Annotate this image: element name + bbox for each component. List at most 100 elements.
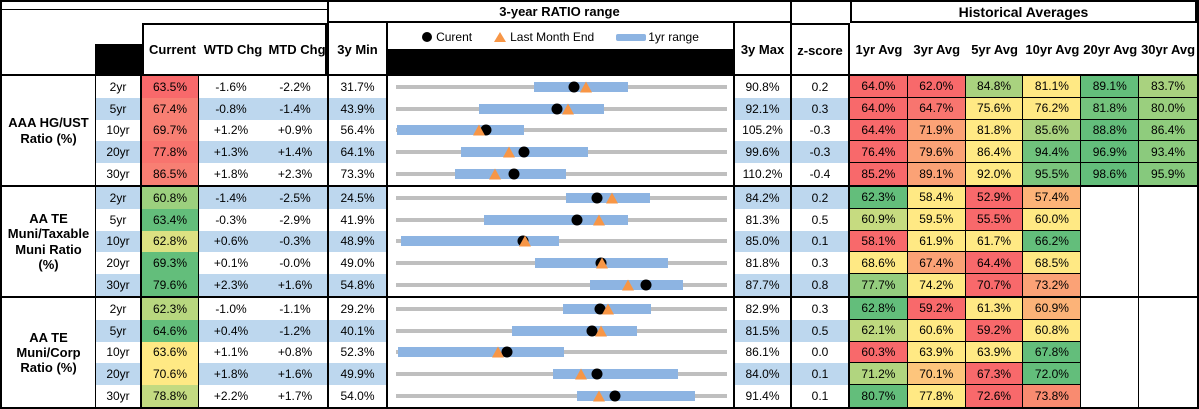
3y-max-cell: 86.1% xyxy=(735,341,792,364)
current-cell: 78.8% xyxy=(142,385,199,407)
zscore-cell: 0.0 xyxy=(792,341,850,364)
col-header-current: Current xyxy=(149,42,196,57)
range-chart-cell xyxy=(388,141,735,164)
table-header: 3-year RATIO range Historical Averages C… xyxy=(2,2,1197,76)
table-row: 5yr 64.6% +0.4% -1.2% 40.1% 81.5% 0.5 62.1% 60.6… xyxy=(95,319,1197,342)
last-month-marker xyxy=(488,168,501,180)
tenor-cell: 5yr xyxy=(95,97,142,120)
header-top-left-spacer xyxy=(2,2,327,23)
tenor-cell: 30yr xyxy=(95,385,142,407)
table-row: 2yr 63.5% -1.6% -2.2% 31.7% 90.8% 0.2 64.0% 62.0… xyxy=(95,76,1197,98)
current-cell: 86.5% xyxy=(142,163,199,185)
range-chart-cell xyxy=(388,163,735,185)
hist-avg-cell: 59.5% xyxy=(907,208,966,231)
hist-avg-cell xyxy=(1081,363,1140,386)
3y-max-cell: 91.4% xyxy=(735,385,792,407)
range-chart-cell xyxy=(388,385,735,407)
table-row: 10yr 62.8% +0.6% -0.3% 48.9% 85.0% 0.1 58.1% 61.… xyxy=(95,230,1197,253)
chart-legend-cell: Curent Last Month End 1yr range xyxy=(388,23,735,76)
group-label: AAA HG/UST Ratio (%) xyxy=(2,76,95,185)
hist-avg-cell: 68.6% xyxy=(850,252,908,275)
zscore-cell: -0.3 xyxy=(792,119,850,142)
tenor-cell: 10yr xyxy=(95,341,142,364)
3y-min-cell: 43.9% xyxy=(327,97,388,120)
hist-avg-cell: 85.6% xyxy=(1023,119,1082,142)
wtd-chg-cell: -1.6% xyxy=(215,79,247,94)
current-cell: 79.6% xyxy=(142,274,199,296)
legend-last-month: Last Month End xyxy=(494,30,594,44)
current-cell: 64.6% xyxy=(142,319,199,342)
col-header-10yr-avg: 10yr Avg xyxy=(1025,42,1080,57)
hist-avg-cell: 77.8% xyxy=(907,385,966,407)
3y-range-track xyxy=(396,279,727,291)
current-cell: 69.7% xyxy=(142,119,199,142)
3y-min-cell: 64.1% xyxy=(327,141,388,164)
tenor-header-black-cell xyxy=(95,23,142,76)
hist-avg-cell: 73.8% xyxy=(1023,385,1082,407)
3y-max-cell: 85.0% xyxy=(735,230,792,253)
zscore-cell: -0.4 xyxy=(792,163,850,185)
hist-avg-cell: 70.1% xyxy=(907,363,966,386)
hist-avg-cell: 92.0% xyxy=(965,163,1024,185)
tenor-cell: 20yr xyxy=(95,141,142,164)
3y-range-track xyxy=(396,390,727,402)
hist-avg-cell xyxy=(1139,363,1197,385)
tenor-cell: 2yr xyxy=(95,298,142,320)
hist-avg-cell xyxy=(1081,385,1140,407)
hist-avg-cell: 80.7% xyxy=(850,385,908,407)
table-row: 20yr 77.8% +1.3% +1.4% 64.1% 99.6% -0.3 76.4% 79… xyxy=(95,141,1197,164)
hist-avg-cell: 58.4% xyxy=(907,187,966,209)
table-row: 20yr 70.6% +1.8% +1.6% 49.9% 84.0% 0.1 71.2% 70.… xyxy=(95,363,1197,386)
tenor-cell: 30yr xyxy=(95,163,142,185)
last-month-marker xyxy=(593,214,606,226)
legend-current: Curent xyxy=(422,30,472,44)
current-marker xyxy=(518,146,530,158)
hist-avg-cell: 85.2% xyxy=(850,163,908,185)
hist-avg-cell: 96.9% xyxy=(1081,141,1140,164)
hist-avg-cell: 64.4% xyxy=(965,252,1024,275)
hist-avg-cell: 60.9% xyxy=(850,208,908,231)
hist-avg-cell xyxy=(1081,341,1140,364)
3y-range-track xyxy=(396,303,727,315)
hist-avg-cell: 63.9% xyxy=(965,341,1024,364)
hist-avg-cell xyxy=(1139,298,1197,320)
hist-avg-cell: 81.8% xyxy=(1081,97,1140,120)
3y-min-cell: 31.7% xyxy=(327,76,388,98)
ratio-group-1: AAA HG/UST Ratio (%) 2yr 63.5% -1.6% -2.2% 31… xyxy=(2,76,1197,185)
3y-range-track xyxy=(396,235,727,247)
hist-avg-cell: 89.1% xyxy=(907,163,966,185)
3y-range-track xyxy=(396,214,727,226)
col-header-20yr-avg: 20yr Avg xyxy=(1083,42,1138,57)
hist-avg-cell: 52.9% xyxy=(965,187,1024,209)
table-row: 10yr 63.6% +1.1% +0.8% 52.3% 86.1% 0.0 60.3% 63.… xyxy=(95,341,1197,364)
zscore-cell: 0.2 xyxy=(792,187,850,209)
table-row: 30yr 86.5% +1.8% +2.3% 73.3% 110.2% -0.4 85.2% 8… xyxy=(95,163,1197,185)
wtd-chg-cell: +2.2% xyxy=(213,389,249,404)
3y-range-track xyxy=(396,346,727,358)
1yr-range-bar xyxy=(511,325,638,336)
hist-avg-cell: 62.1% xyxy=(850,319,908,342)
last-month-marker xyxy=(561,103,574,115)
mtd-chg-cell: -2.5% xyxy=(263,187,327,209)
3y-min-cell: 48.9% xyxy=(327,230,388,253)
3y-max-cell: 105.2% xyxy=(735,119,792,142)
hist-avg-cell: 94.4% xyxy=(1023,141,1082,164)
hist-avg-cell xyxy=(1081,252,1140,275)
3y-range-track xyxy=(396,81,727,93)
last-month-marker xyxy=(592,390,605,402)
group-label: AA TE Muni/Corp Ratio (%) xyxy=(2,298,95,407)
3y-max-cell: 99.6% xyxy=(735,141,792,164)
range-chart-cell xyxy=(388,230,735,253)
wtd-chg-cell: +0.1% xyxy=(213,256,249,271)
hist-avg-cell xyxy=(1139,274,1197,296)
tenor-cell: 5yr xyxy=(95,319,142,342)
1yr-range-bar xyxy=(590,280,683,291)
hist-avg-cell: 60.0% xyxy=(1023,208,1082,231)
3y-max-cell: 92.1% xyxy=(735,97,792,120)
tenor-cell: 10yr xyxy=(95,119,142,142)
group-label: AA TE Muni/Taxable Muni Ratio (%) xyxy=(2,187,95,296)
3y-min-cell: 54.0% xyxy=(327,385,388,407)
hist-avg-cell: 72.0% xyxy=(1023,363,1082,386)
hist-avg-cell: 70.7% xyxy=(965,274,1024,296)
current-cell: 62.3% xyxy=(142,298,199,320)
